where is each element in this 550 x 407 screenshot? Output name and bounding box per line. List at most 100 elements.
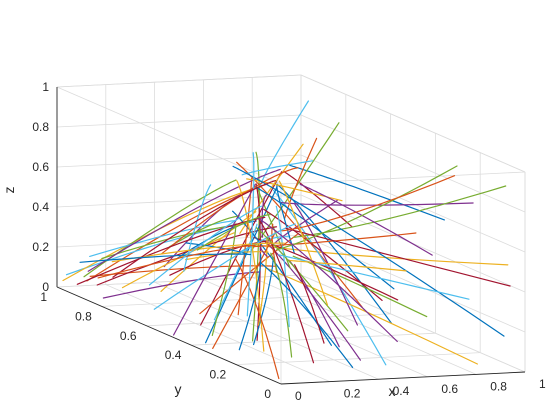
trajectory-line <box>299 183 433 256</box>
trajectory-line <box>253 256 274 346</box>
y-tick-label: 0.4 <box>165 348 182 362</box>
trajectory-line <box>289 164 445 221</box>
trajectories <box>62 100 511 380</box>
box-edge <box>280 171 526 185</box>
trajectory-line <box>232 165 505 337</box>
x-tick-label: 1 <box>539 377 546 391</box>
grid-line <box>105 284 330 382</box>
trajectory-line <box>196 214 271 251</box>
box-edge <box>56 86 282 185</box>
trajectory-line <box>258 218 315 364</box>
trajectory-line <box>274 199 338 244</box>
trajectory-line <box>185 242 247 255</box>
z-tick-label: 0 <box>42 280 49 294</box>
y-tick-label: 1 <box>40 290 47 304</box>
trajectory-line <box>260 262 354 368</box>
trajectory-line <box>112 180 276 278</box>
trajectory-line <box>293 185 507 238</box>
trajectory-line <box>168 215 240 248</box>
trajectory-line <box>289 260 407 272</box>
trajectory-line <box>275 205 290 328</box>
grid-line <box>252 277 477 375</box>
y-tick-label: 0 <box>264 387 271 401</box>
trajectory-line <box>238 253 262 351</box>
grid-line <box>300 114 526 213</box>
trajectory-line <box>246 152 255 317</box>
grid-line <box>191 332 436 346</box>
trajectory-line <box>281 175 456 232</box>
trajectory-line <box>276 165 458 251</box>
box-edge <box>300 74 526 173</box>
grid-line <box>236 352 481 365</box>
trajectory-line <box>232 210 332 346</box>
box-edge <box>56 74 302 88</box>
trajectory-line <box>83 179 237 278</box>
grid-line <box>203 279 428 378</box>
trajectory-line <box>293 202 358 326</box>
grid-line <box>56 114 302 128</box>
trajectory-line <box>292 255 428 318</box>
x-tick-label: 0.4 <box>393 384 410 398</box>
trajectory-line <box>282 170 353 228</box>
trajectory-line <box>87 168 281 272</box>
trajectory-line <box>270 252 293 358</box>
z-tick-label: 0.6 <box>32 160 49 174</box>
y-axis-label: y <box>175 381 182 397</box>
x-tick-label: 0 <box>295 389 302 403</box>
z-tick-label: 0.4 <box>32 200 49 214</box>
trajectory-line <box>271 223 278 273</box>
grid-line <box>300 154 526 253</box>
trajectory-line <box>284 137 318 219</box>
trajectory-line <box>79 253 252 263</box>
trajectory-line <box>253 237 399 301</box>
trajectory-line <box>101 225 237 260</box>
trajectory-line <box>261 194 268 238</box>
trajectory-line <box>148 205 262 286</box>
z-axis-label: z <box>1 187 17 194</box>
x-axis-line <box>280 371 526 385</box>
trajectory-line <box>153 223 296 310</box>
grid-line <box>300 234 526 333</box>
x-axis-label: x <box>389 383 396 399</box>
y-tick-label: 0.8 <box>75 309 92 323</box>
trajectory-line <box>173 183 256 336</box>
grid-line <box>146 313 391 327</box>
trajectory-line <box>76 216 266 285</box>
z-tick-label: 0.8 <box>32 120 49 134</box>
y-tick-label: 0.2 <box>210 368 227 382</box>
trajectory-line <box>121 232 235 289</box>
trajectory-line <box>294 264 325 344</box>
x-tick-label: 0.8 <box>490 379 507 393</box>
grid-line <box>154 281 379 380</box>
trajectory-line <box>161 167 299 255</box>
trajectory-line <box>259 100 309 187</box>
trajectory-line <box>252 151 260 342</box>
axes <box>56 87 526 385</box>
z-tick-label: 0.2 <box>32 240 49 254</box>
x-tick-label: 0.6 <box>441 382 458 396</box>
y-tick-label: 0.6 <box>120 329 137 343</box>
box-edges <box>56 74 526 384</box>
trajectory-line <box>250 122 340 252</box>
trajectory-line <box>263 240 361 361</box>
trajectory-line <box>97 244 256 279</box>
grid-line <box>56 154 302 168</box>
trajectory-line <box>239 143 304 234</box>
trajectory-line <box>255 183 261 341</box>
trajectory-line <box>96 226 278 286</box>
trajectory-line <box>89 265 277 277</box>
trajectory-line <box>241 160 314 176</box>
trajectory-line <box>183 184 212 272</box>
grid-line <box>300 274 526 373</box>
trajectory-line <box>256 217 398 343</box>
trajectory-line <box>247 232 417 248</box>
trajectory-line <box>278 180 329 306</box>
x-tick-label: 0.2 <box>344 387 361 401</box>
trajectory-line <box>260 246 268 257</box>
trajectory-line <box>111 242 285 263</box>
trajectory-line <box>254 186 395 290</box>
y-axis-line <box>56 286 282 385</box>
